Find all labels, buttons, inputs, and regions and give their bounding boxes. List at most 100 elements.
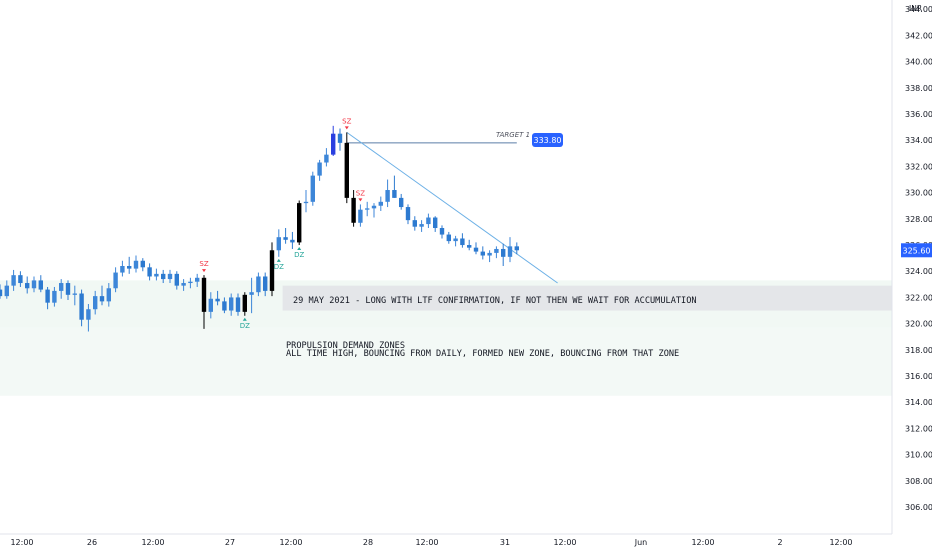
- supply-marker: SZ: [356, 189, 365, 202]
- candle: [222, 297, 227, 314]
- candle: [378, 196, 383, 211]
- candle: [290, 231, 295, 249]
- demand-label: DZ: [240, 322, 250, 330]
- candle: [4, 280, 9, 299]
- candle: [412, 216, 417, 231]
- candle: [201, 275, 207, 329]
- supply-marker: SZ: [199, 260, 209, 273]
- candle: [127, 256, 132, 274]
- candle: [181, 279, 186, 291]
- candle: [426, 213, 431, 229]
- zone-rect-2: [282, 285, 893, 311]
- candle: [195, 273, 200, 287]
- zone-note: ALL TIME HIGH, BOUNCING FROM DAILY, FORM…: [286, 349, 679, 359]
- y-tick-label: 334.00: [905, 136, 932, 145]
- candle: [276, 229, 281, 257]
- candle: [11, 269, 16, 291]
- candle: [365, 201, 370, 217]
- supply-label: SZ: [199, 260, 208, 268]
- demand-marker: DZ: [240, 317, 250, 330]
- demand-label: DZ: [274, 263, 284, 271]
- y-tick-label: 336.00: [905, 110, 932, 119]
- candle: [235, 293, 241, 316]
- candle: [446, 231, 451, 244]
- candle: [473, 242, 479, 255]
- candle: [249, 277, 254, 314]
- candle: [507, 237, 513, 263]
- candle: [514, 242, 519, 255]
- y-tick-label: 316.00: [905, 372, 932, 381]
- candle: [229, 293, 234, 316]
- candle: [215, 290, 220, 306]
- price-axis[interactable]: 306.00 308.00 310.00 312.00 314.00 316.00 318.…: [891, 0, 932, 534]
- candle: [460, 233, 465, 248]
- currency-label: INR: [909, 4, 922, 13]
- x-tick-label: 12:00: [279, 538, 302, 547]
- candle: [501, 243, 506, 266]
- y-tick-label: 320.00: [905, 320, 932, 329]
- y-tick-label: 308.00: [905, 477, 932, 486]
- candle: [52, 286, 57, 307]
- candle: [113, 267, 118, 293]
- candle: [358, 204, 363, 227]
- candle: [99, 285, 105, 306]
- x-tick-label: 12:00: [553, 538, 576, 547]
- candle: [72, 285, 77, 306]
- y-tick-label: 332.00: [905, 162, 932, 171]
- x-tick-label: 12:00: [10, 538, 33, 547]
- candle: [133, 255, 139, 273]
- candle: [86, 303, 91, 332]
- time-axis[interactable]: 12:00 26 12:00 27 12:00 28 12:00 31 12:00 Jun 12:0…: [0, 533, 892, 547]
- candle: [93, 290, 98, 315]
- candle: [242, 292, 247, 316]
- candle: [317, 159, 322, 181]
- y-tick-label: 318.00: [905, 346, 932, 355]
- candle: [154, 268, 159, 281]
- candle: [439, 225, 445, 239]
- x-tick-label: 12:00: [691, 538, 714, 547]
- supply-marker: SZ: [342, 117, 352, 130]
- candle: [18, 271, 23, 287]
- x-tick-label: 28: [363, 538, 373, 547]
- candle: [45, 286, 50, 310]
- candle: [188, 277, 193, 289]
- candle: [310, 171, 315, 206]
- candle: [208, 292, 213, 319]
- candle: [59, 279, 64, 299]
- candle: [405, 204, 411, 225]
- x-tick-label: 27: [225, 538, 235, 547]
- candle: [453, 235, 458, 247]
- candle: [38, 275, 43, 293]
- svg-text:325.60: 325.60: [903, 246, 931, 255]
- y-tick-label: 328.00: [905, 215, 932, 224]
- y-tick-label: 310.00: [905, 451, 932, 460]
- zones-layer: [0, 280, 893, 396]
- candle: [433, 216, 438, 232]
- target-price-badge[interactable]: 333.80: [532, 133, 563, 147]
- y-tick-label: 306.00: [905, 503, 932, 512]
- candle: [256, 272, 261, 297]
- y-tick-label: 340.00: [905, 58, 932, 67]
- candle: [167, 269, 173, 284]
- x-tick-label: Jun: [634, 538, 648, 547]
- x-tick-label: 12:00: [141, 538, 164, 547]
- x-tick-label: 12:00: [829, 538, 852, 547]
- target-label: TARGET 1: [496, 131, 530, 139]
- y-tick-label: 322.00: [905, 293, 932, 302]
- zone-rect-1: [0, 327, 892, 396]
- candle: [161, 269, 166, 284]
- candle: [120, 260, 125, 277]
- x-tick-label: 31: [500, 538, 510, 547]
- candle: [392, 175, 397, 198]
- candlestick-series: [0, 125, 519, 332]
- candle: [467, 239, 472, 251]
- y-tick-label: 314.00: [905, 398, 932, 407]
- y-tick-label: 342.00: [905, 31, 932, 40]
- candle: [269, 242, 275, 297]
- zone-title: PROPULSION DEMAND ZONES: [286, 341, 405, 351]
- candle: [480, 246, 485, 260]
- candle: [65, 280, 71, 301]
- last-price-badge: 325.60: [901, 243, 932, 258]
- candle: [0, 284, 3, 299]
